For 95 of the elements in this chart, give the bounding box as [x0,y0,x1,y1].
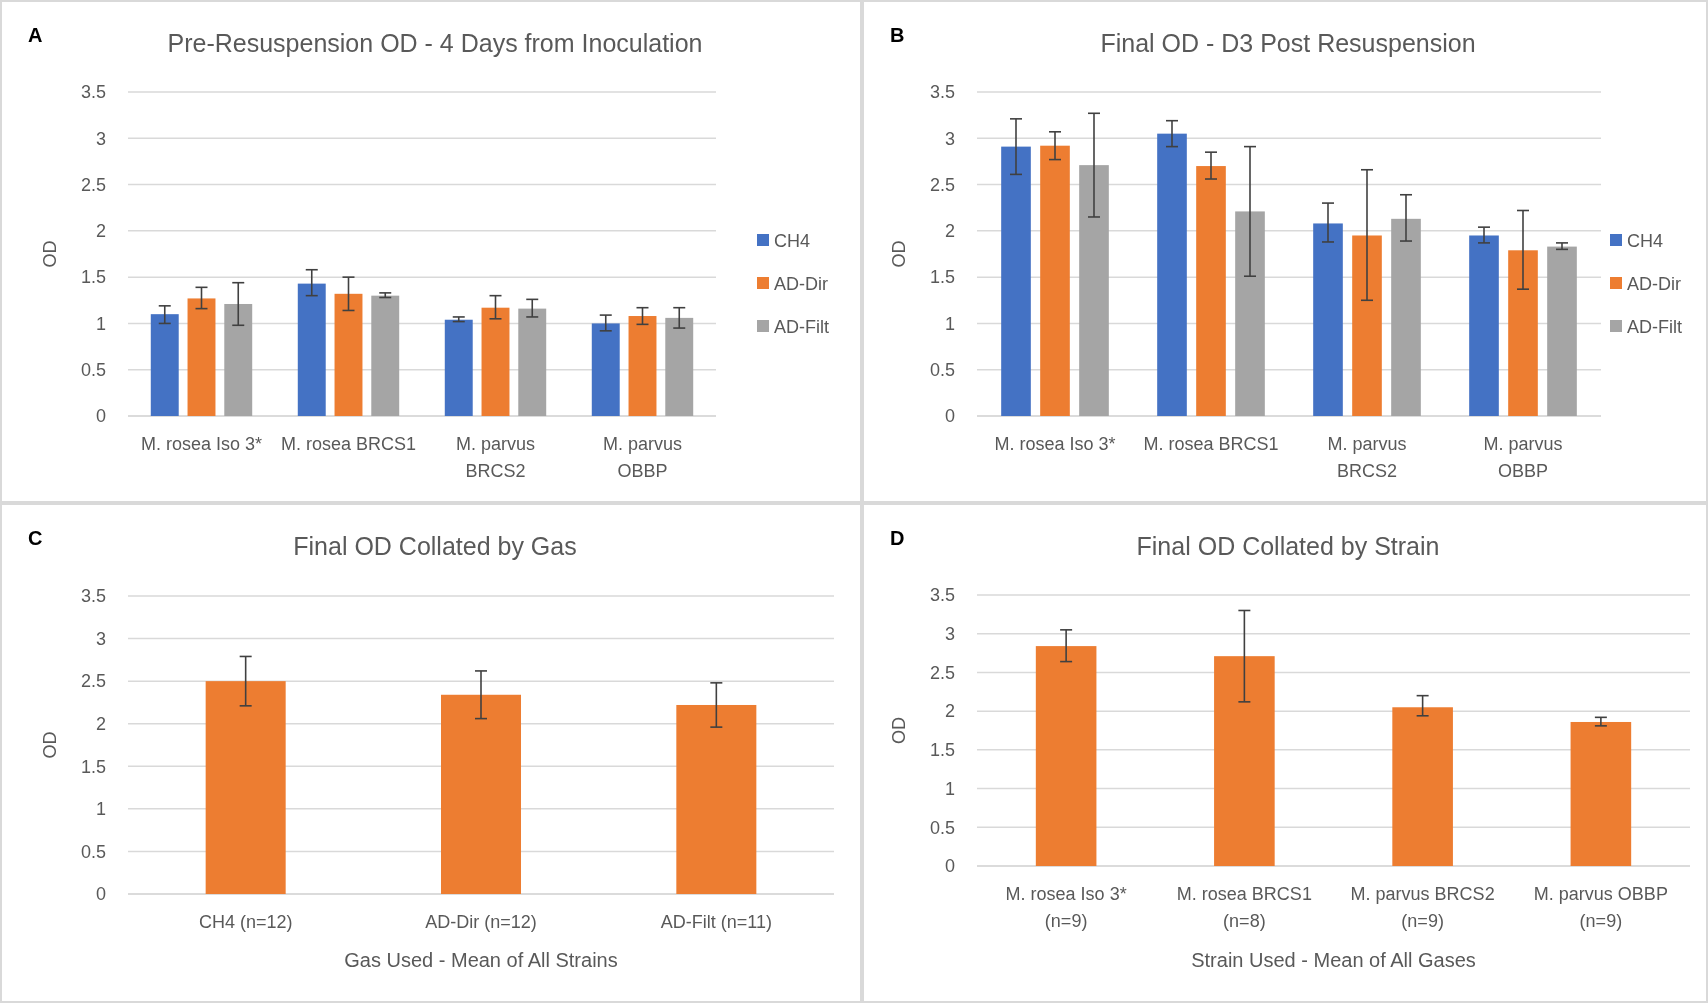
y-tick-label: 1.5 [929,267,955,288]
bar [224,303,253,416]
bar [1391,218,1421,416]
y-tick-label: 3 [95,128,106,149]
y-tick-label: 3.5 [80,82,106,103]
legend-label: AD-Dir [774,274,828,295]
x-tick-label: AD-Dir (n=12) [425,912,537,932]
y-tick-label: 3 [95,628,106,649]
bar [1079,165,1109,416]
text: C [28,527,43,549]
chart-title: Pre-Resuspension OD - 4 Days from Inoculation [167,29,703,57]
y-tick-label: 1 [95,313,106,334]
chart-title: Final OD Collated by Gas [293,532,577,560]
y-tick-label: 2 [95,714,106,735]
y-tick-label: 2 [95,221,106,242]
bar [150,314,179,416]
y-tick-label: 0 [944,856,955,877]
bar [297,283,326,416]
y-tick-label: 0 [95,884,106,905]
x-axis-title: Strain Used - Mean of All Gases [1191,949,1476,971]
x-tick-label: M. rosea BRCS1 [1143,434,1279,454]
bar [1001,146,1031,416]
chart-title: Final OD - D3 Post Resuspension [1100,29,1476,57]
y-axis-title: OD [40,240,60,268]
y-tick-label: 0.5 [80,360,106,381]
x-tick-label: M. rosea Iso 3* [140,434,263,454]
x-tick-label: M. parvus BRCS2 (n=9) [1350,884,1495,931]
x-axis-title: Gas Used - Mean of All Strains [344,949,618,971]
bar [481,307,510,416]
y-tick-label: 2 [944,221,955,242]
bar [1035,646,1097,866]
y-tick-label: 1 [944,778,955,799]
bar [334,293,363,416]
y-tick-label: 2.5 [80,671,106,692]
legend-label: CH4 [1627,231,1664,252]
text: D [890,527,905,549]
bar [444,319,473,416]
x-tick-label: M. rosea BRCS1 [280,434,417,454]
bar [1040,145,1070,416]
legend-label: AD-Filt [774,317,829,338]
x-tick-label: M. parvus BRCS2 [1327,434,1407,481]
bar [187,298,216,416]
x-tick-label: M. rosea Iso 3* [994,434,1116,454]
y-tick-label: 1.5 [80,756,106,777]
chart-title: Final OD Collated by Strain [1136,532,1440,560]
y-tick-label: 2.5 [80,174,106,195]
bar [1508,250,1538,416]
bar [1313,223,1343,416]
x-tick-label: M. rosea BRCS1 (n=8) [1176,884,1312,931]
bar [371,295,400,416]
bar [665,317,694,416]
bar [1157,133,1187,416]
y-tick-label: 1 [944,313,955,334]
y-tick-label: 0.5 [929,360,955,381]
bar [1352,235,1382,416]
y-tick-label: 3.5 [929,82,955,103]
y-tick-label: 2.5 [929,662,955,683]
y-axis-title: OD [889,240,909,268]
x-tick-label: M. parvus OBBP [1483,434,1563,481]
text: A [28,24,43,46]
y-tick-label: 3.5 [80,586,106,607]
x-tick-label: M. parvus BRCS2 [455,434,536,481]
bar [518,308,547,416]
y-tick-label: 3 [944,624,955,645]
x-tick-label: M. rosea Iso 3* (n=9) [1005,884,1127,931]
legend-label: CH4 [774,231,811,252]
bar [1469,235,1499,416]
y-axis-title: OD [889,717,909,744]
x-tick-label: AD-Filt (n=11) [660,912,772,932]
y-tick-label: 0.5 [929,817,955,838]
x-tick-label: M. parvus OBBP [602,434,683,481]
x-tick-label: M. parvus OBBP (n=9) [1533,884,1668,931]
y-tick-label: 3.5 [929,585,955,606]
y-tick-label: 1.5 [80,267,106,288]
bar [591,323,620,416]
y-tick-label: 3 [944,128,955,149]
bar [1547,246,1577,416]
y-tick-label: 0 [95,406,106,427]
y-tick-label: 1 [95,799,106,820]
y-tick-label: 2 [944,701,955,722]
bar [1196,166,1226,416]
bar [1570,721,1632,866]
text: B [890,24,905,46]
y-tick-label: 0.5 [80,841,106,862]
legend-label: AD-Filt [1627,317,1682,338]
legend-label: AD-Dir [1627,274,1681,295]
y-tick-label: 1.5 [929,740,955,761]
y-axis-title: OD [40,731,60,759]
bar [1235,211,1265,416]
y-tick-label: 0 [944,406,955,427]
bar [1214,656,1275,866]
bar [1392,707,1453,866]
bar [628,316,657,416]
x-tick-label: CH4 (n=12) [198,912,293,932]
y-tick-label: 2.5 [929,174,955,195]
